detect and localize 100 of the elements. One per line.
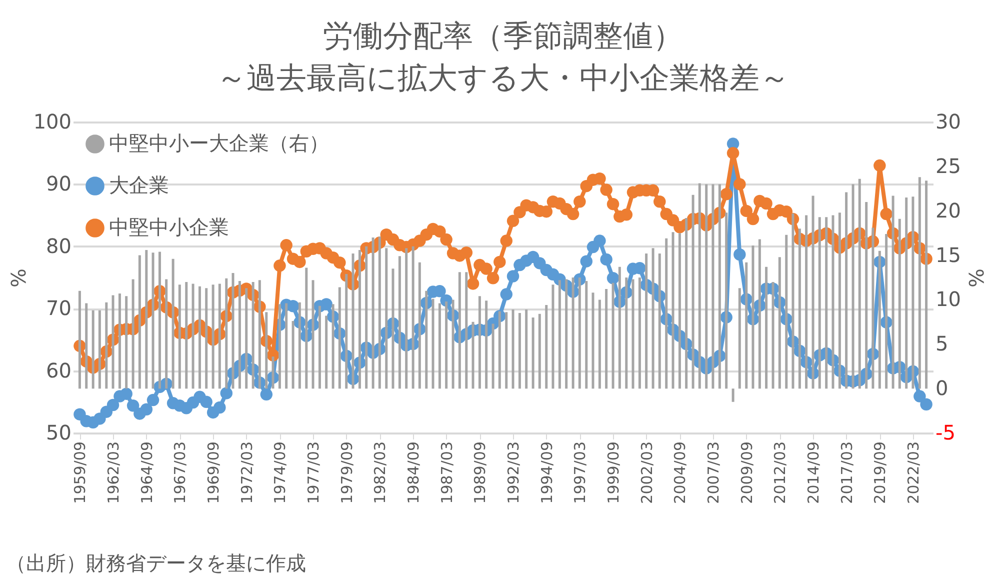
- bar: [398, 256, 401, 389]
- y2-tick-label: 10: [936, 287, 961, 312]
- bar: [265, 312, 268, 389]
- bar: [312, 280, 314, 389]
- bar: [378, 236, 381, 389]
- x-tick-label: 2012/03: [771, 442, 790, 504]
- bar: [338, 287, 341, 389]
- bar: [632, 279, 634, 389]
- y-tick-label: 60: [46, 358, 72, 382]
- bar: [465, 272, 468, 389]
- bar: [105, 302, 108, 389]
- bar: [305, 268, 308, 389]
- bar: [792, 214, 794, 389]
- x-tick-label: 1969/09: [204, 442, 223, 504]
- x-tick-label: 1964/09: [138, 442, 156, 504]
- y2-tick-label: -5: [936, 420, 956, 444]
- bar: [778, 257, 781, 389]
- bar: [612, 282, 614, 389]
- bar: [912, 196, 914, 389]
- bar: [452, 300, 454, 389]
- bar: [192, 284, 194, 389]
- legend-label: 中堅中小企業: [109, 215, 229, 239]
- x-tick-label: 2019/09: [871, 442, 890, 504]
- legend-label: 大企業: [109, 173, 169, 197]
- bar: [638, 278, 641, 389]
- bar: [572, 278, 574, 389]
- y2-tick-label: 20: [936, 198, 961, 222]
- bar: [752, 246, 754, 389]
- x-tick-label: 1992/03: [504, 442, 522, 504]
- bar: [225, 278, 228, 389]
- bar: [392, 268, 394, 389]
- bar: [438, 303, 441, 389]
- bar: [98, 310, 101, 389]
- x-tick-label: 1982/03: [371, 442, 390, 504]
- bar: [625, 278, 628, 389]
- bar: [458, 272, 461, 389]
- bar: [718, 184, 721, 389]
- bar: [558, 280, 561, 389]
- bar: [205, 288, 208, 389]
- bar: [212, 284, 214, 389]
- y2-tick-label: 30: [936, 110, 961, 134]
- x-tick-label: 2007/03: [704, 442, 722, 504]
- bar: [552, 284, 554, 389]
- x-tick-label: 1972/03: [238, 442, 256, 504]
- bar: [198, 286, 201, 389]
- bar: [605, 289, 608, 389]
- bar: [685, 218, 688, 389]
- x-tick-label: 1994/09: [538, 442, 556, 504]
- bar: [712, 184, 714, 389]
- bar: [285, 303, 288, 389]
- bar: [292, 321, 294, 389]
- x-tick-label: 1959/09: [71, 442, 90, 504]
- bar: [678, 233, 681, 389]
- bar: [258, 280, 261, 389]
- bar: [165, 279, 168, 389]
- bar: [325, 316, 328, 389]
- x-tick-label: 1989/09: [471, 442, 490, 504]
- bar: [445, 301, 448, 389]
- bar: [925, 180, 928, 389]
- bar: [78, 290, 81, 389]
- bar: [598, 300, 601, 389]
- y2-tick-label: 25: [936, 154, 961, 178]
- bar: [252, 282, 254, 389]
- bar: [785, 234, 788, 389]
- x-tick-label: 2002/03: [638, 442, 656, 504]
- bar: [152, 252, 154, 389]
- bar: [385, 248, 388, 389]
- bar: [505, 312, 508, 389]
- y-axis-title: %: [6, 268, 30, 288]
- x-tick-label: 1984/09: [404, 442, 423, 504]
- bar: [92, 310, 94, 389]
- bar: [665, 238, 668, 389]
- x-tick-label: 2014/09: [804, 442, 823, 504]
- bar: [512, 309, 514, 389]
- y-tick-label: 80: [46, 234, 72, 258]
- bar: [578, 278, 581, 389]
- bar: [705, 184, 708, 389]
- x-tick-label: 2004/09: [671, 442, 690, 504]
- bar: [492, 324, 494, 389]
- bar: [738, 288, 741, 389]
- x-tick-label: 1977/03: [304, 442, 323, 504]
- bar: [158, 252, 161, 389]
- bar: [272, 356, 274, 389]
- bar: [172, 258, 174, 389]
- bar: [298, 302, 301, 389]
- bar: [652, 248, 654, 389]
- x-tick-label: 1967/03: [171, 442, 190, 504]
- bar: [498, 311, 501, 389]
- y-tick-label: 70: [46, 296, 72, 320]
- chart-subtitle: ～過去最高に拡大する大・中小企業格差～: [216, 61, 790, 96]
- x-tick-label: 1999/09: [604, 442, 623, 504]
- bar: [725, 212, 728, 389]
- bar: [658, 254, 661, 389]
- bar: [352, 254, 354, 389]
- bar: [332, 304, 334, 389]
- x-tick-label: 2022/03: [904, 442, 922, 504]
- text: （出所）財務省データを基に作成: [6, 550, 306, 577]
- chart-title: 労働分配率（季節調整値）: [323, 19, 683, 54]
- bar: [418, 262, 421, 389]
- bar: [618, 266, 621, 389]
